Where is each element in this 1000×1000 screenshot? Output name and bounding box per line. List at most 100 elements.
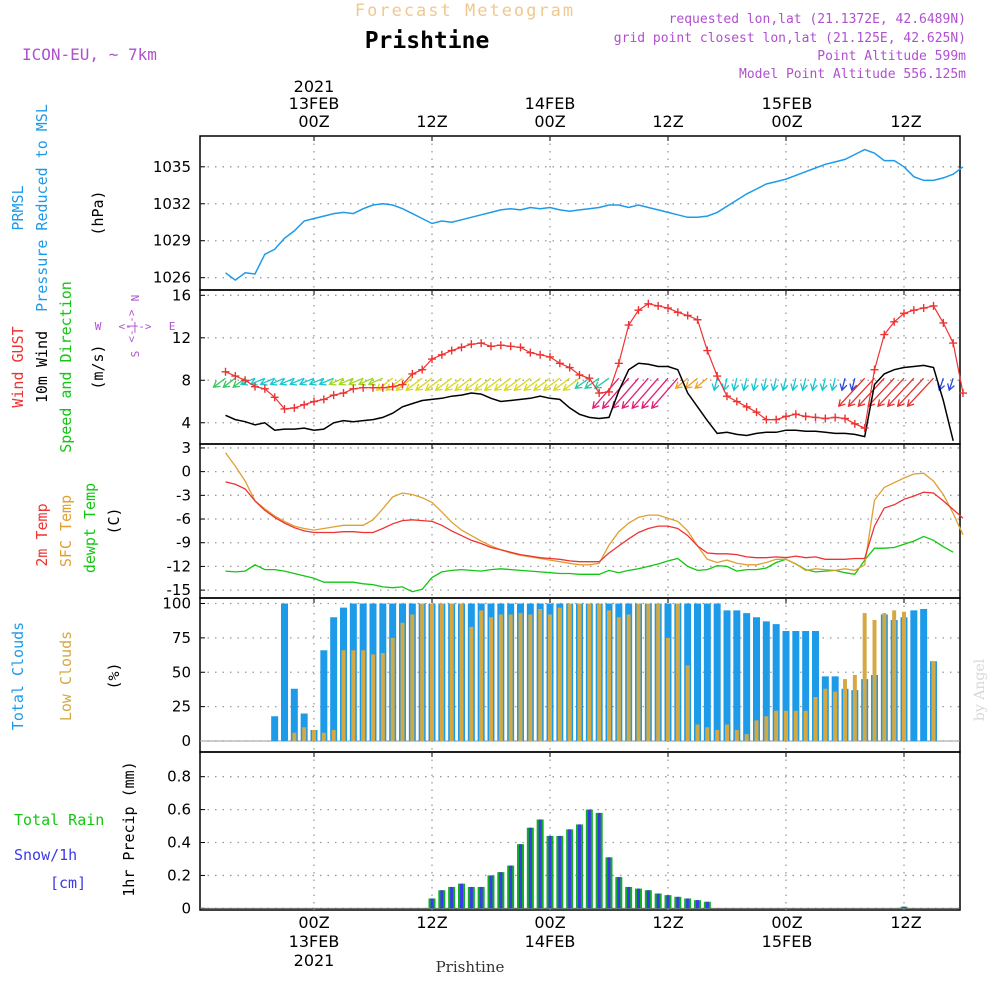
low-cloud-bar <box>410 614 415 741</box>
y-tick-label: -3 <box>176 486 191 504</box>
gust-marker <box>782 412 790 421</box>
wind-speed-line <box>225 362 954 441</box>
wind-direction-arrow <box>454 377 472 391</box>
low-cloud-bar <box>508 614 513 741</box>
snow-bar <box>676 896 680 909</box>
wind-direction-arrow <box>298 377 315 386</box>
y-tick-label: -9 <box>176 534 191 552</box>
gust-marker <box>624 321 633 330</box>
gust-marker <box>919 304 928 313</box>
bottom-axis-hour: 00Z <box>298 913 329 932</box>
y-tick-label: 0 <box>181 463 191 481</box>
pressure-unit: (hPa) <box>89 190 107 235</box>
y-tick-label: 25 <box>172 698 191 716</box>
low-cloud-bar <box>548 614 552 741</box>
low-cloud-bar <box>557 607 562 741</box>
low-cloud-bar <box>813 697 818 741</box>
gust-marker <box>841 414 849 423</box>
wind-direction-arrow <box>269 377 285 386</box>
gust-marker <box>428 355 436 364</box>
snow-bar <box>705 901 709 909</box>
gust-marker <box>359 383 368 392</box>
temperature-ticks: 3 0 -3 -6 -9 -12 -15 <box>167 439 192 599</box>
low-cloud-bar <box>774 710 779 741</box>
model-altitude: Model Point Altitude 556.125m <box>739 67 966 82</box>
wind-direction-arrow <box>829 378 838 392</box>
precip-panel-frame <box>199 751 961 911</box>
gust-marker <box>437 350 446 359</box>
y-tick-label: 50 <box>172 663 191 681</box>
wind-direction-arrow <box>562 377 580 391</box>
snow-bar <box>469 886 473 909</box>
gust-marker <box>565 363 574 372</box>
gust-marker <box>408 369 417 378</box>
y-tick-label: 8 <box>181 371 191 389</box>
precip-unit: 1hr Precip (mm) <box>120 761 138 896</box>
gust-marker <box>270 393 279 402</box>
grid-point-coords: grid point closest lon,lat (21.125E, 42.… <box>614 31 966 46</box>
low-cloud-bar <box>420 603 425 741</box>
gust-marker <box>526 348 535 357</box>
snow-bar <box>450 886 454 909</box>
low-cloud-bar <box>656 603 661 741</box>
wind-direction-arrow <box>601 377 630 410</box>
gust-marker <box>742 402 751 411</box>
gust-marker <box>683 311 692 320</box>
sfc-temp-line <box>224 452 964 572</box>
gust-marker <box>339 389 348 398</box>
snow-label: Snow/1h <box>14 846 77 864</box>
wind-direction-arrow <box>434 377 453 391</box>
low-cloud-bar <box>321 732 326 741</box>
y-tick-label: 0 <box>181 899 191 917</box>
snow-bar <box>597 812 601 909</box>
wind-10m-label: 10m Wind <box>33 331 51 403</box>
gust-marker <box>870 365 879 374</box>
wind-direction-arrow <box>750 378 759 392</box>
y-tick-label: -12 <box>167 557 192 575</box>
low-cloud-bar <box>852 675 857 741</box>
low-cloud-bar <box>439 603 444 741</box>
watermark: by Angel <box>972 658 988 721</box>
clouds-ticks: 0 25 50 75 100 <box>162 595 191 751</box>
low-cloud-bar <box>754 720 759 741</box>
cloud-bars <box>200 603 960 742</box>
bottom-axis-date: 14FEB <box>525 932 576 951</box>
precip-bars <box>200 809 960 909</box>
low-cloud-bar <box>843 679 847 741</box>
gust-marker <box>300 400 309 409</box>
wind-direction-label: Speed and Direction <box>57 281 75 453</box>
low-cloud-bar <box>666 637 670 741</box>
snow-bar <box>519 844 522 909</box>
wind-direction-arrow <box>318 377 334 386</box>
gust-marker <box>850 419 859 428</box>
wind-direction-arrow <box>837 377 866 408</box>
snow-bar <box>499 872 503 909</box>
top-axis-year: 2021 <box>294 77 335 96</box>
gust-marker <box>723 392 731 401</box>
total-cloud-bar <box>782 631 790 741</box>
gust-marker <box>516 343 525 352</box>
gust-marker <box>477 339 486 348</box>
wind-ticks: 4 8 12 16 <box>172 286 191 431</box>
wind-direction-arrow <box>328 377 344 386</box>
low-cloud-bar <box>931 661 936 741</box>
low-cloud-bar <box>607 610 611 741</box>
wind-direction-arrow <box>385 377 403 391</box>
wind-direction-arrow <box>839 378 848 392</box>
gust-marker <box>732 397 741 406</box>
compass-west: W <box>95 320 102 333</box>
top-axis-hour: 00Z <box>771 112 802 131</box>
wind-direction-arrow <box>444 377 462 391</box>
gust-marker <box>811 413 820 422</box>
snow-bar <box>646 890 650 909</box>
low-cloud-bar <box>626 614 631 741</box>
y-tick-label: 16 <box>172 286 191 304</box>
low-cloud-bar <box>341 650 346 741</box>
top-axis-date: 15FEB <box>762 94 813 113</box>
low-cloud-bar <box>400 622 405 741</box>
total-cloud-bar <box>733 610 741 741</box>
wind-direction-arrow <box>694 377 708 390</box>
low-cloud-bar <box>292 732 297 741</box>
top-axis-hour: 00Z <box>298 112 329 131</box>
